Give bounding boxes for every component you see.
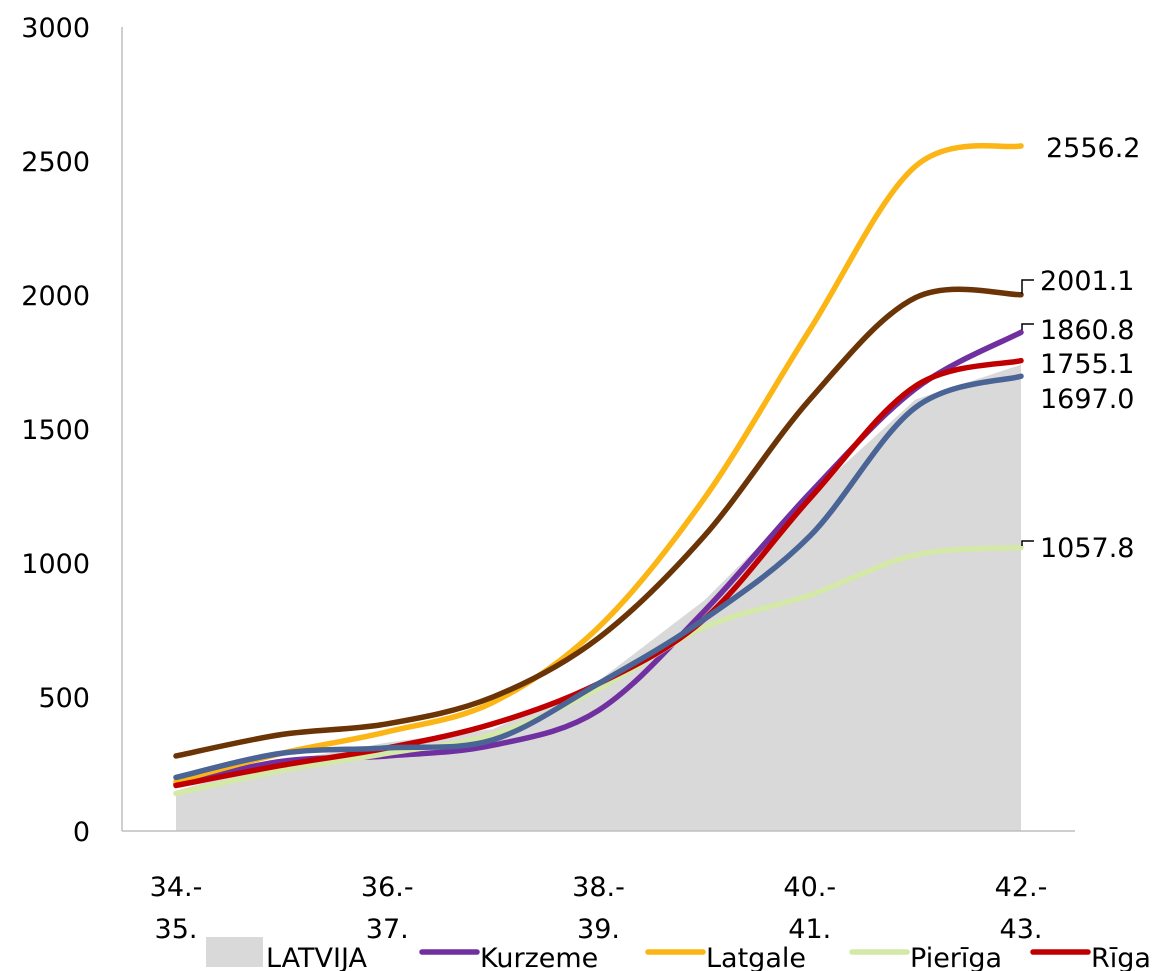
- legend-item-latgale: Latgale: [645, 943, 806, 971]
- axes-layer: [121, 27, 1075, 832]
- legend: LATVIJA Kurzeme Latgale Pierīga Rīga: [206, 937, 1151, 971]
- data-label: 1697.0: [1040, 384, 1134, 415]
- y-tick-label: 1500: [21, 415, 90, 446]
- tick-labels-layer: 0 500 1000 1500 2000 2500 3000 34.-35. 36.-37. 38…: [21, 13, 1047, 945]
- x-tick-label: 34.-35.: [150, 872, 203, 945]
- legend-label: LATVIJA: [266, 943, 367, 971]
- legend-item-kurzeme: Kurzeme: [419, 943, 598, 971]
- y-tick-label: 0: [73, 817, 90, 848]
- legend-item-latvija: LATVIJA: [206, 937, 367, 971]
- y-tick-label: 2000: [21, 281, 90, 312]
- x-tick-label: 40.-41.: [783, 872, 836, 945]
- legend-swatch: [206, 937, 263, 967]
- latvija-area-layer: [176, 364, 1021, 831]
- series-line-unlabeled-5: [173, 373, 1024, 781]
- data-label: 2001.1: [1040, 266, 1134, 297]
- series-line-pieriga: [173, 544, 1024, 797]
- series-line-latgale: [173, 143, 1024, 785]
- legend-label: Pierīga: [910, 943, 1002, 971]
- series-area-latvija: [176, 364, 1021, 831]
- legend-label: Latgale: [706, 943, 806, 971]
- x-tick-label: 36.-37.: [361, 872, 414, 945]
- x-tick-label: 42.-43.: [995, 872, 1048, 945]
- legend-item-riga: Rīga: [1030, 943, 1151, 971]
- y-tick-label: 3000: [21, 13, 90, 44]
- data-label-leader: [1021, 279, 1034, 294]
- series-lines-layer: [173, 143, 1024, 797]
- y-tick-label: 1000: [21, 549, 90, 580]
- series-line-unlabeled-6: [173, 286, 1024, 759]
- data-label-leader: [1021, 540, 1034, 546]
- data-label: 1057.8: [1040, 533, 1134, 564]
- legend-label: Kurzeme: [480, 943, 598, 971]
- y-tick-label: 500: [38, 683, 90, 714]
- legend-label: Rīga: [1091, 943, 1151, 971]
- data-label: 1755.1: [1040, 349, 1134, 380]
- x-tick-label: 38.-39.: [572, 872, 625, 945]
- y-tick-label: 2500: [21, 147, 90, 178]
- legend-item-pieriga: Pierīga: [849, 943, 1002, 971]
- data-label-leader: [1021, 323, 1034, 330]
- data-label: 1860.8: [1040, 315, 1134, 346]
- data-label: 2556.2: [1046, 133, 1140, 164]
